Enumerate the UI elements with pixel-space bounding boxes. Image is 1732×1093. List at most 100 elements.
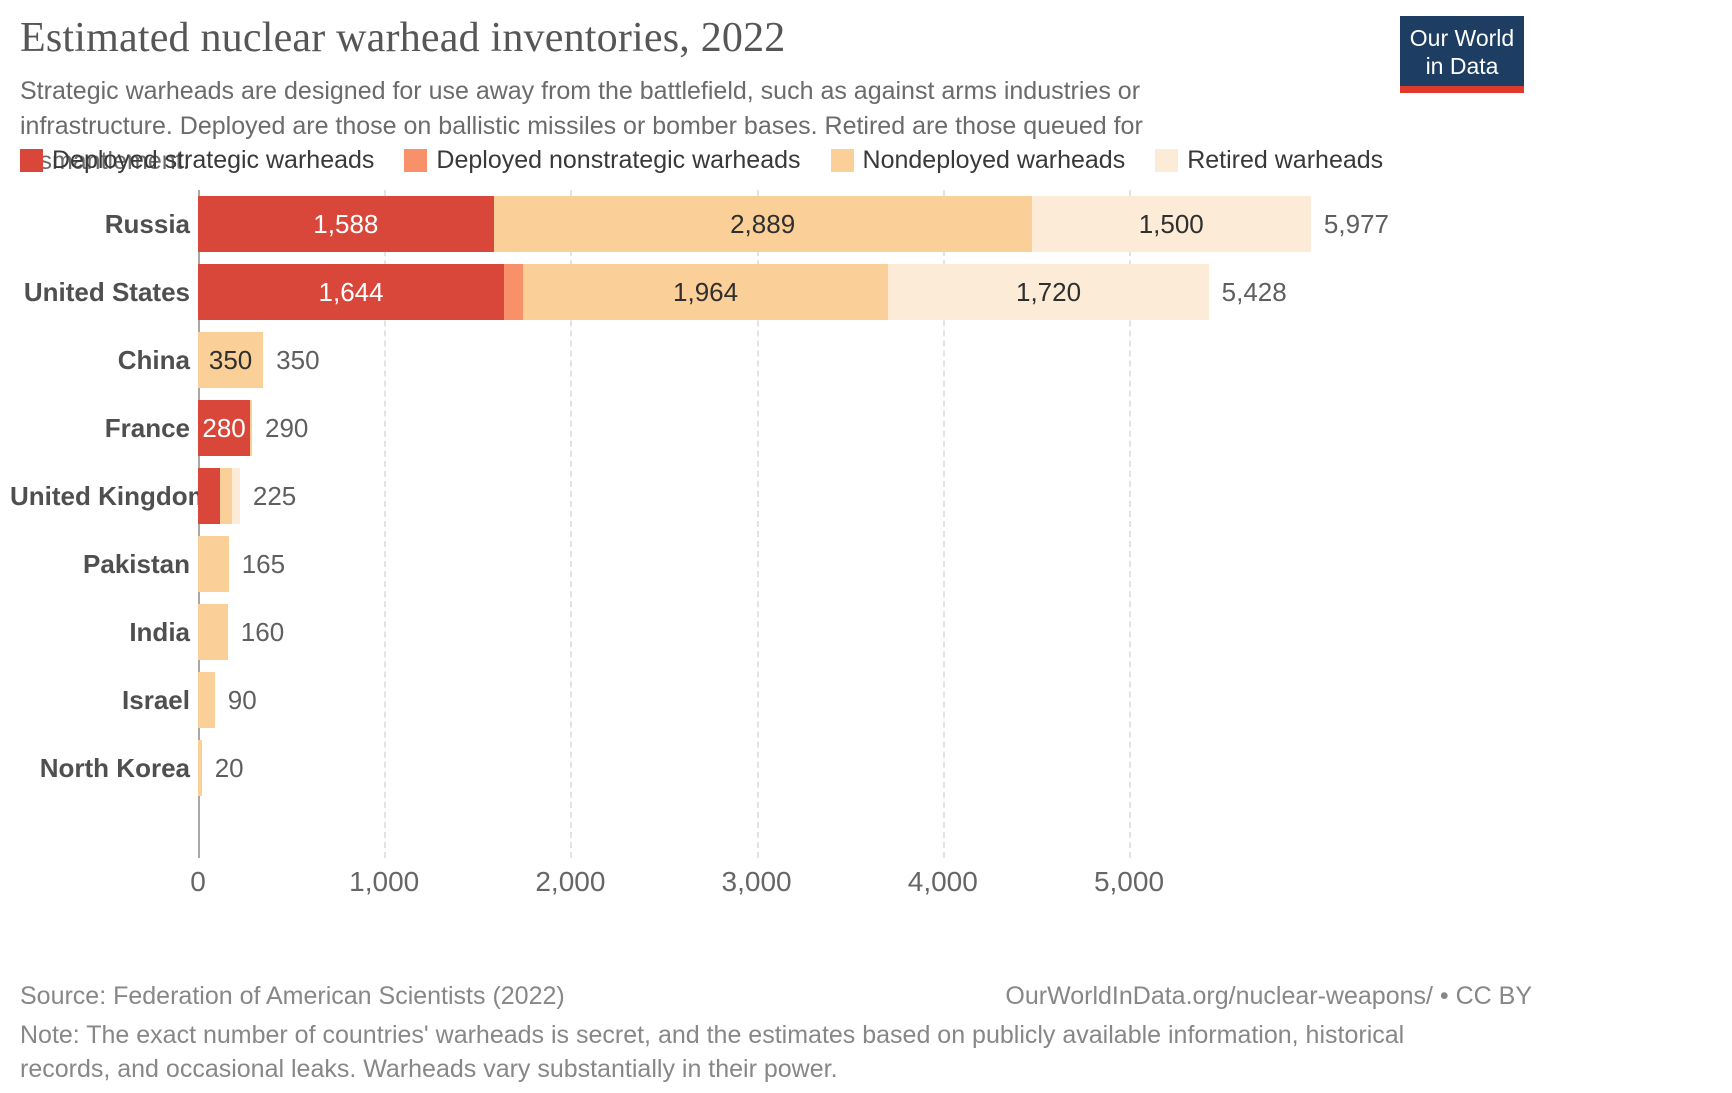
total-value-label: 160 [240, 616, 285, 647]
country-label: United States [23, 276, 190, 307]
bar-segment [231, 468, 240, 524]
gridline [756, 190, 759, 858]
bar-segment [220, 468, 232, 524]
legend-label: Deployed nonstrategic warheads [436, 146, 801, 174]
bar-segment [198, 740, 202, 796]
country-label: France [104, 412, 190, 443]
total-value-label: 165 [241, 548, 286, 579]
segment-value-label: 1,720 [1015, 276, 1082, 307]
chart-title: Estimated nuclear warhead inventories, 2… [20, 15, 786, 61]
legend-swatch-icon [1155, 149, 1179, 172]
chart-footer: Source: Federation of American Scientist… [20, 982, 1532, 1087]
total-value-label: 5,977 [1323, 208, 1389, 239]
gridline [570, 190, 573, 858]
bar-track: 1,644 1,964 1,720 5,428 [198, 264, 1287, 320]
total-value-label: 5,428 [1221, 276, 1287, 307]
segment-value-label: 2,889 [730, 208, 796, 239]
chart-row: Israel 90 [10, 666, 1530, 734]
country-label: North Korea [39, 752, 190, 783]
legend-item: Retired warheads [1155, 146, 1383, 175]
chart-row: China 350 350 [10, 326, 1530, 394]
chart-row: India 160 [10, 598, 1530, 666]
legend-item: Nondeployed warheads [830, 146, 1126, 175]
legend-label: Retired warheads [1187, 146, 1384, 174]
chart-header: Estimated nuclear warhead inventories, 2… [20, 14, 1310, 179]
bar-segment: 1,500 [1031, 196, 1311, 252]
bar-track: 1,588 2,889 1,500 5,977 [198, 196, 1389, 252]
bar-segment: 280 [198, 400, 251, 456]
bar-segment: 350 [198, 332, 264, 388]
x-tick-label: 3,000 [721, 866, 792, 897]
owid-logo-line1: Our World [1409, 25, 1515, 51]
stacked-bar-chart: Russia 1,588 2,889 1,500 5,977 United States 1… [10, 190, 1530, 930]
bar-track: 350 350 [198, 332, 320, 388]
segment-value-label: 1,644 [318, 276, 384, 307]
x-tick-label: 0 [190, 866, 206, 897]
country-label: China [117, 344, 190, 375]
legend-swatch-icon [404, 149, 428, 172]
bar-segment: 2,889 [493, 196, 1032, 252]
total-value-label: 90 [227, 684, 257, 715]
segment-value-label: 1,588 [313, 208, 379, 239]
axis-zero-line [198, 190, 200, 858]
legend-item: Deployed nonstrategic warheads [404, 146, 801, 175]
bar-segment [198, 536, 229, 592]
gridline [1129, 190, 1131, 858]
bar-segment: 1,720 [888, 264, 1209, 320]
bar-track: 20 [198, 740, 244, 796]
bar-track: 90 [198, 672, 257, 728]
bar-segment [504, 264, 523, 320]
bar-track: 165 [198, 536, 285, 592]
segment-value-label: 1,964 [673, 276, 739, 307]
total-value-label: 225 [252, 480, 297, 511]
bar-segment: 1,644 [198, 264, 505, 320]
source-text: Source: Federation of American Scientist… [20, 982, 565, 1010]
bar-track: 280 290 [198, 400, 308, 456]
chart-rows: Russia 1,588 2,889 1,500 5,977 United States 1… [10, 190, 1530, 802]
legend-item: Deployed strategic warheads [20, 146, 374, 175]
chart-subtitle: Strategic warheads are designed for use … [20, 77, 1143, 175]
gridline [384, 190, 387, 858]
footnote-text: Note: The exact number of countries' war… [20, 1021, 1405, 1083]
legend-swatch-icon [20, 149, 43, 172]
total-value-label: 350 [276, 344, 320, 375]
chart-gridlines [10, 190, 1530, 858]
bar-track: 225 [198, 468, 296, 524]
chart-row: North Korea 20 [10, 734, 1530, 802]
bar-segment [250, 400, 252, 456]
chart-legend: Deployed strategic warheads Deployed nons… [20, 146, 1383, 175]
legend-label: Deployed strategic warheads [52, 146, 375, 174]
country-label: Russia [104, 208, 190, 239]
bar-segment [198, 468, 221, 524]
chart-row: Russia 1,588 2,889 1,500 5,977 [10, 190, 1530, 258]
bar-segment [198, 604, 228, 660]
x-tick-label: 1,000 [349, 866, 420, 897]
segment-value-label: 1,500 [1138, 208, 1204, 239]
country-label: Israel [122, 684, 190, 715]
legend-label: Nondeployed warheads [862, 146, 1126, 174]
x-tick-label: 5,000 [1093, 866, 1165, 897]
segment-value-label: 350 [208, 344, 253, 375]
segment-value-label: 280 [202, 412, 246, 443]
country-label: India [129, 616, 190, 647]
chart-row: Pakistan 165 [10, 530, 1530, 598]
x-tick-label: 2,000 [535, 866, 606, 897]
total-value-label: 20 [214, 752, 244, 783]
legend-swatch-icon [830, 149, 854, 172]
chart-row: France 280 290 [10, 394, 1530, 462]
owid-logo: Our World in Data [1400, 16, 1524, 94]
gridline [942, 190, 945, 858]
chart-row: United Kingdom 225 [10, 462, 1530, 530]
total-value-label: 290 [264, 412, 309, 443]
bar-segment: 1,588 [198, 196, 494, 252]
chart-row: United States 1,644 1,964 1,720 5,428 [10, 258, 1530, 326]
x-tick-label: 4,000 [907, 866, 978, 897]
x-axis-ticks: 0 1,000 2,000 3,000 4,000 5,000 [10, 866, 1530, 906]
attribution-link[interactable]: OurWorldInData.org/nuclear-weapons/ • CC… [1005, 982, 1532, 1010]
country-label: United Kingdom [10, 480, 211, 511]
country-label: Pakistan [83, 548, 190, 579]
owid-logo-line2: in Data [1425, 53, 1499, 80]
bar-track: 160 [198, 604, 284, 660]
bar-segment [198, 672, 215, 728]
